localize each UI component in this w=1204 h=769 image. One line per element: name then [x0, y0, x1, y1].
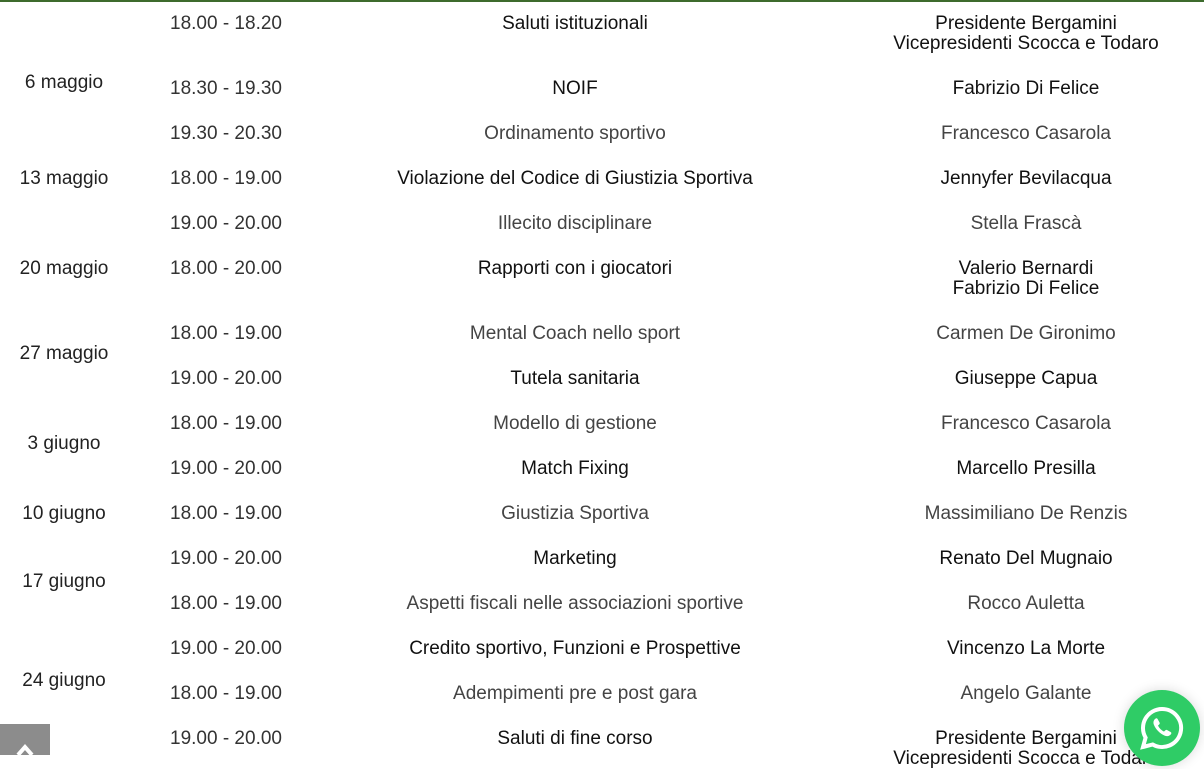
session-date: 13 maggio	[19, 168, 109, 189]
session-date: 20 maggio	[19, 258, 109, 279]
session-topic: Tutela sanitaria	[510, 368, 640, 389]
scroll-to-top-button[interactable]	[0, 724, 50, 755]
session-speaker: Rocco Auletta	[967, 593, 1085, 614]
session-time: 19.00 - 20.00	[170, 548, 282, 569]
session-topic: Adempimenti pre e post gara	[453, 683, 697, 704]
session-time: 19.00 - 20.00	[170, 213, 282, 234]
session-date: 10 giugno	[22, 503, 106, 524]
session-speaker: Stella Frascà	[970, 213, 1082, 234]
session-speaker: Giuseppe Capua	[954, 368, 1098, 389]
session-speaker: Jennyfer Bevilacqua	[940, 168, 1112, 189]
session-time: 19.00 - 20.00	[170, 728, 282, 749]
whatsapp-button[interactable]	[1124, 690, 1200, 766]
session-topic: Saluti di fine corso	[497, 728, 653, 749]
session-date: 17 giugno	[22, 571, 106, 592]
session-speaker: Renato Del Mugnaio	[939, 548, 1113, 569]
session-time: 19.30 - 20.30	[170, 123, 282, 144]
session-topic: Saluti istituzionali	[502, 13, 648, 34]
chevron-up-icon	[16, 743, 34, 755]
session-speaker: Fabrizio Di Felice	[952, 78, 1100, 99]
session-topic: NOIF	[552, 78, 598, 99]
session-topic: Mental Coach nello sport	[469, 323, 681, 344]
session-topic: Ordinamento sportivo	[484, 123, 666, 144]
session-time: 18.00 - 19.00	[170, 323, 282, 344]
header-border	[0, 0, 1204, 2]
session-time: 19.00 - 20.00	[170, 638, 282, 659]
session-time: 19.00 - 20.00	[170, 368, 282, 389]
session-time: 19.00 - 20.00	[170, 458, 282, 479]
session-speaker: Valerio Bernardi	[958, 258, 1094, 279]
session-time: 18.00 - 18.20	[170, 13, 282, 34]
session-time: 18.00 - 19.00	[170, 413, 282, 434]
session-speaker: Vicepresidenti Scocca e Todaro	[893, 33, 1159, 54]
session-speaker: Marcello Presilla	[956, 458, 1096, 479]
session-speaker: Angelo Galante	[960, 683, 1092, 704]
session-speaker: Fabrizio Di Felice	[952, 278, 1100, 299]
session-date: 27 maggio	[19, 343, 109, 364]
session-date: 6 maggio	[24, 72, 104, 93]
whatsapp-icon	[1140, 706, 1184, 750]
session-topic: Violazione del Codice di Giustizia Sport…	[397, 168, 753, 189]
session-date: 24 giugno	[22, 670, 106, 691]
session-topic: Marketing	[533, 548, 617, 569]
session-time: 18.00 - 19.00	[170, 168, 282, 189]
session-speaker: Francesco Casarola	[940, 413, 1112, 434]
session-speaker: Vincenzo La Morte	[946, 638, 1106, 659]
session-topic: Match Fixing	[521, 458, 629, 479]
session-topic: Rapporti con i giocatori	[477, 258, 673, 279]
session-time: 18.00 - 20.00	[170, 258, 282, 279]
session-topic: Aspetti fiscali nelle associazioni sport…	[406, 593, 744, 614]
session-speaker: Presidente Bergamini	[935, 728, 1117, 749]
session-time: 18.00 - 19.00	[170, 593, 282, 614]
session-speaker: Francesco Casarola	[940, 123, 1112, 144]
session-speaker: Massimiliano De Renzis	[924, 503, 1128, 524]
session-topic: Illecito disciplinare	[497, 213, 653, 234]
session-topic: Giustizia Sportiva	[501, 503, 649, 524]
session-time: 18.30 - 19.30	[170, 78, 282, 99]
session-speaker: Presidente Bergamini	[935, 13, 1117, 34]
session-topic: Credito sportivo, Funzioni e Prospettive	[409, 638, 741, 659]
session-speaker: Carmen De Gironimo	[936, 323, 1116, 344]
session-time: 18.00 - 19.00	[170, 683, 282, 704]
session-time: 18.00 - 19.00	[170, 503, 282, 524]
session-date: 3 giugno	[27, 433, 101, 454]
session-topic: Modello di gestione	[493, 413, 657, 434]
